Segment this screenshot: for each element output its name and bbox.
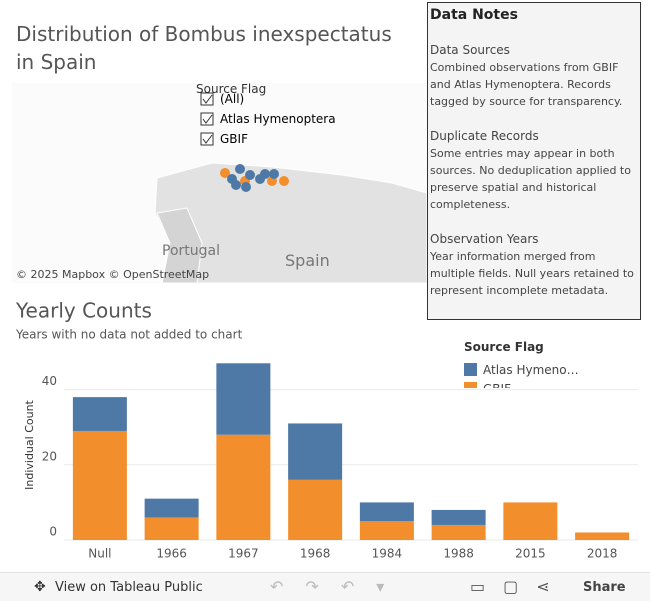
legend-item[interactable]: GBIF	[464, 379, 624, 388]
legend-title: Source Flag	[464, 340, 544, 354]
data-notes: Data Notes Data Sources Combined observa…	[427, 2, 641, 320]
x-tick-label: 1966	[156, 547, 187, 561]
bar	[216, 434, 271, 540]
legend-item[interactable]: Atlas Hymenoptera	[464, 360, 624, 379]
bar	[216, 363, 271, 435]
x-tick-label: 1988	[443, 547, 474, 561]
bar	[359, 521, 414, 540]
y-tick-label: 0	[49, 525, 57, 539]
map-land	[154, 162, 427, 283]
notes-heading: Duplicate Records	[430, 129, 539, 143]
map: Portugal Spain © 2025 Mapbox © OpenStree…	[12, 83, 427, 283]
y-tick-label: 40	[42, 374, 57, 388]
map-points	[220, 164, 289, 192]
x-tick-label: 1984	[372, 547, 403, 561]
filter-title: Source Flag	[196, 83, 266, 96]
bar	[288, 479, 343, 540]
share-button[interactable]: Share	[583, 580, 626, 595]
notes-heading: Observation Years	[430, 232, 539, 246]
notes-text: Some entries may appear in both sources.…	[430, 147, 631, 211]
bar	[503, 502, 558, 540]
notes-heading: Data Sources	[430, 43, 510, 57]
toolbar: ✥ View on Tableau Public ↶↷↶▾ ▭▢⋖ Share	[0, 572, 650, 601]
map-portugal	[156, 207, 203, 283]
bar	[359, 502, 414, 522]
map-label: Portugal	[162, 243, 220, 259]
bar	[288, 423, 343, 480]
legend-label: Atlas Hymenoptera	[483, 362, 579, 377]
bar	[72, 397, 127, 431]
checkbox[interactable]	[200, 92, 214, 106]
legend-label: GBIF	[483, 382, 511, 389]
bar	[431, 524, 486, 540]
x-tick-label: Null	[88, 547, 111, 561]
map-label: Spain	[285, 251, 330, 270]
bar	[72, 430, 127, 540]
chart-subtitle: Years with no data not added to chart	[15, 328, 243, 342]
notes-text: Combined observations from GBIF and Atla…	[430, 61, 623, 108]
checkbox[interactable]	[200, 132, 214, 146]
filter-option[interactable]: Atlas Hymenoptera	[220, 112, 336, 126]
x-tick-label: 1967	[228, 547, 259, 561]
x-tick-label: 2015	[515, 547, 546, 561]
y-tick-label: 20	[42, 449, 57, 463]
legend-swatch	[464, 382, 477, 388]
icon: ✥	[34, 579, 46, 595]
filter-option[interactable]: GBIF	[220, 132, 248, 146]
checkbox[interactable]	[200, 112, 214, 126]
toolbar-icons[interactable]: ▭▢⋖	[470, 577, 568, 596]
notes-text: Year information merged from multiple fi…	[430, 250, 634, 297]
y-axis-title: Individual Count	[23, 399, 36, 489]
view-link[interactable]: View on Tableau Public	[55, 580, 203, 595]
filter-options[interactable]: (All) Atlas Hymenoptera GBIF	[200, 92, 336, 146]
chart-title: Yearly Counts	[15, 299, 152, 323]
x-tick-label: 2018	[587, 547, 618, 561]
legend-swatch	[464, 363, 477, 376]
toolbar-icons[interactable]: ↶↷↶▾	[270, 577, 407, 596]
bar	[144, 517, 199, 540]
notes-title: Data Notes	[430, 7, 518, 23]
filter-option[interactable]: (All)	[220, 92, 244, 106]
bar	[575, 532, 630, 540]
map-attribution: © 2025 Mapbox © OpenStreetMap	[16, 268, 209, 281]
x-tick-label: 1968	[300, 547, 331, 561]
legend: Source Flag Atlas Hymenoptera GBIF	[464, 340, 624, 388]
chart: Yearly Counts Years with no data not add…	[15, 299, 638, 561]
bar	[144, 498, 199, 518]
bar	[431, 509, 486, 525]
dashboard-title: Distribution of Bombus inexspectatus in …	[16, 22, 392, 74]
